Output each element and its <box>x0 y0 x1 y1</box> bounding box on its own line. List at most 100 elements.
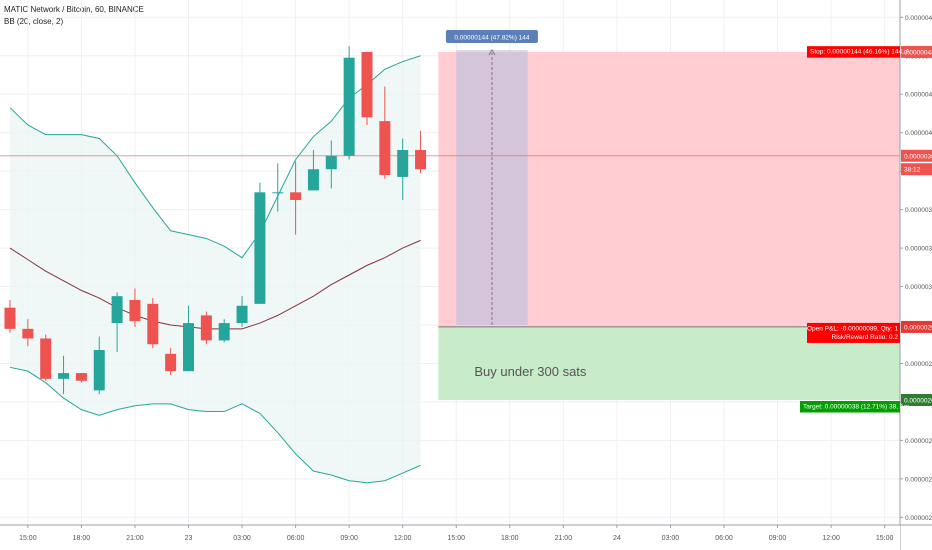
time-tick-label: 09:00 <box>340 535 358 542</box>
measure-arrow-head <box>488 49 496 56</box>
time-tick-label: 23 <box>185 535 193 542</box>
time-tick-label: 09:00 <box>769 535 787 542</box>
candle[interactable] <box>218 319 230 343</box>
candle-body <box>379 121 391 175</box>
candle-body <box>361 51 373 118</box>
price-axis[interactable]: 0.000004600.000004400.000004200.00000400… <box>899 0 932 550</box>
candle[interactable] <box>236 296 248 327</box>
time-tick-label: 06:00 <box>287 535 305 542</box>
time-axis[interactable]: 15:00 18:00 21:00 23 03:00 06:00 09:00 12:00 15:… <box>0 524 932 550</box>
price-tick-label: 0.00000280 <box>905 361 932 368</box>
price-label-entry <box>901 320 932 333</box>
position-label-stop-text: Stop: 0.00000144 (46.16%) 144, A <box>810 49 910 56</box>
candle[interactable] <box>75 373 87 383</box>
measure-label-box <box>445 30 538 43</box>
price-tick-label: 0.00000400 <box>905 130 932 137</box>
price-tick-label: 0.00000320 <box>905 284 932 291</box>
price-label-stop-text: 0.00000442 <box>904 49 932 56</box>
candle-body <box>22 328 34 339</box>
bollinger-bands <box>9 55 421 484</box>
time-tick-label: 15:00 <box>876 535 894 542</box>
candle[interactable] <box>254 182 266 304</box>
position-label-entry <box>807 322 900 343</box>
candle-body <box>415 150 427 170</box>
bollinger-lower-line <box>9 366 421 484</box>
candle-body <box>200 315 212 341</box>
candle-body <box>325 155 337 170</box>
candle-body <box>397 150 409 177</box>
candle[interactable] <box>361 51 373 125</box>
price-tick-label: 0.00000460 <box>905 15 932 22</box>
candle-body <box>129 300 141 322</box>
candle-body <box>343 57 355 156</box>
candle-body <box>307 169 319 191</box>
price-tick-label: 0.00000340 <box>905 246 932 253</box>
candle[interactable] <box>165 348 177 375</box>
candle-body <box>111 296 123 324</box>
candle-body <box>254 192 266 304</box>
candle[interactable] <box>200 311 212 345</box>
price-label-target <box>901 394 932 406</box>
candle[interactable] <box>307 150 319 191</box>
position-label-stop <box>807 46 900 58</box>
time-tick-label: 12:00 <box>394 535 412 542</box>
candle-body <box>272 192 284 194</box>
position-label-target <box>800 401 900 413</box>
price-label-countdown-text: 38:12 <box>904 167 921 174</box>
candle[interactable] <box>147 298 159 349</box>
candle-body <box>218 323 230 341</box>
candle[interactable] <box>343 46 355 160</box>
candle[interactable] <box>397 138 409 200</box>
price-tick-label: 0.00000420 <box>905 92 932 99</box>
candle[interactable] <box>93 336 105 395</box>
price-label-stop <box>901 45 932 58</box>
price-label-entry-text: 0.00000299 <box>904 324 932 331</box>
candle[interactable] <box>129 288 141 327</box>
time-axis-background <box>0 525 900 550</box>
position-note[interactable]: Buy under 300 sats <box>474 364 587 379</box>
candle-body <box>147 303 159 345</box>
time-tick-label: 15:00 <box>19 535 37 542</box>
candle[interactable] <box>379 86 391 179</box>
candle-body <box>40 338 52 379</box>
price-label-last-text: 0.00000388 <box>904 153 932 160</box>
candle-body <box>236 305 248 324</box>
candle[interactable] <box>22 319 34 347</box>
candle[interactable] <box>272 163 284 212</box>
candle[interactable] <box>415 130 427 174</box>
time-tick-label: 24 <box>613 535 621 542</box>
position-label-entry-text: Open P&L: -0.00000089, Qty: 1 <box>807 325 898 332</box>
measure-tool[interactable]: 0.00000144 (47.82%) 144 <box>445 30 538 325</box>
candle[interactable] <box>58 355 70 395</box>
candle-body <box>290 192 302 200</box>
price-label-countdown <box>901 163 932 176</box>
price-tick-label: 0.00000220 <box>905 476 932 483</box>
time-tick-label: 06:00 <box>715 535 733 542</box>
bollinger-basis-line <box>9 239 421 330</box>
candle[interactable] <box>290 161 302 235</box>
candle[interactable] <box>40 334 52 381</box>
time-tick-label: 03:00 <box>233 535 251 542</box>
position-labels: 0.00000442 0.00000388 38:12 0.00000299 0.000… <box>800 45 932 413</box>
time-tick-label: 12:00 <box>822 535 840 542</box>
candle-body <box>4 307 16 329</box>
time-tick-label: 03:00 <box>662 535 680 542</box>
candle-body <box>75 373 87 381</box>
bollinger-band-fill <box>10 55 421 483</box>
time-tick-label: 21:00 <box>126 535 144 542</box>
price-label-target-text: 0.00000261 <box>904 398 932 405</box>
price-label-last <box>901 149 932 162</box>
time-tick-label: 18:00 <box>73 535 91 542</box>
price-axis-background <box>900 0 932 550</box>
candle[interactable] <box>325 140 337 189</box>
measure-label: 0.00000144 (47.82%) 144 <box>454 35 530 42</box>
candle[interactable] <box>4 300 16 333</box>
candle-body <box>183 323 194 372</box>
candle[interactable] <box>111 292 123 352</box>
candle[interactable] <box>183 305 194 372</box>
time-tick-label: 15:00 <box>447 535 465 542</box>
candles[interactable] <box>4 46 427 395</box>
price-tick-label: 0.00000360 <box>905 207 932 214</box>
candle-body <box>165 353 177 372</box>
